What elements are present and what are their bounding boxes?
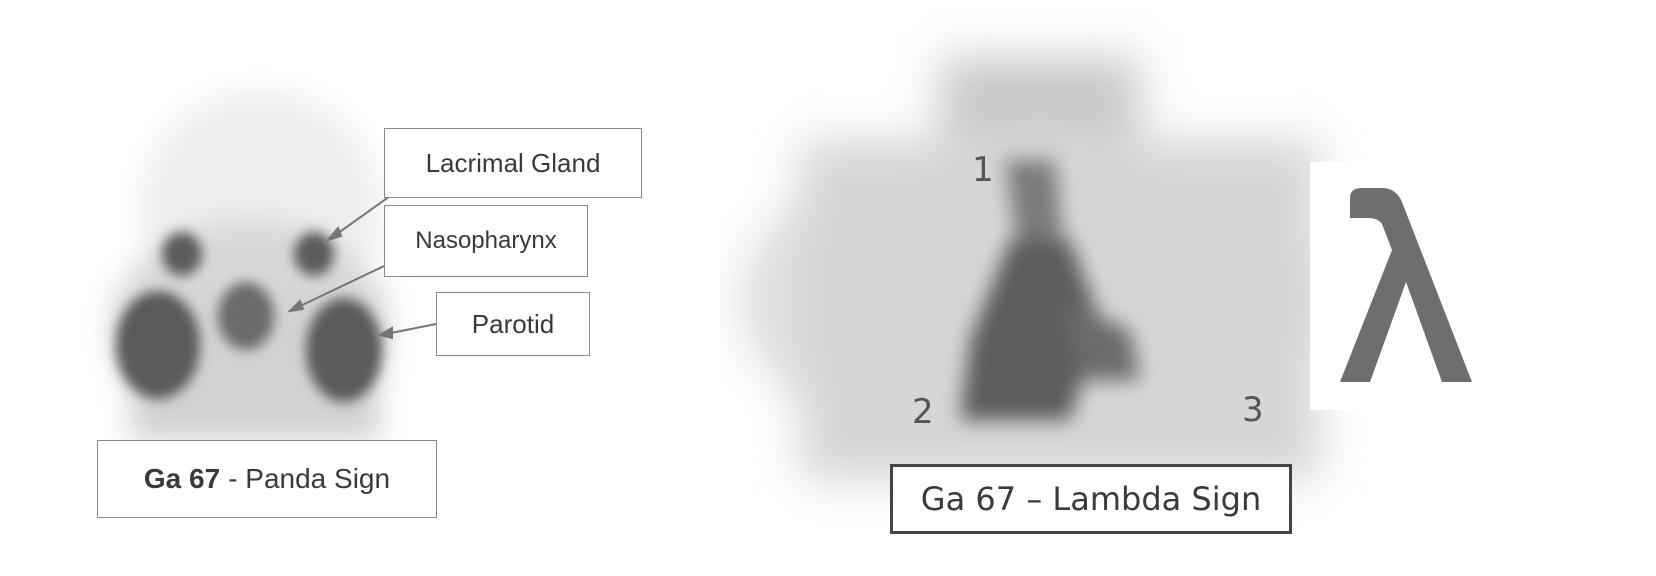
lambda-caption: Ga 67 – Lambda Sign [890, 464, 1292, 534]
panda-caption: Ga 67 - Panda Sign [97, 440, 437, 518]
label-nasopharynx: Nasopharynx [384, 205, 588, 277]
parotid-uptake-left [116, 291, 200, 399]
label-lacrimal-gland: Lacrimal Gland [384, 128, 642, 198]
pointer-arrows [287, 195, 437, 340]
nasopharynx-uptake [218, 282, 274, 350]
lambda-sign-panel: 1 2 3 Ga 67 – Lambda Sign [720, 0, 1656, 576]
panda-caption-bold: Ga 67 [143, 463, 221, 494]
lacrimal-uptake-left [162, 232, 202, 276]
lambda-scan-image [740, 58, 1340, 480]
lambda-symbol-box [1310, 162, 1490, 410]
lacrimal-uptake-right [294, 232, 334, 276]
label-parotid: Parotid [436, 292, 590, 356]
hilar-label-1: 1 [972, 150, 994, 190]
lambda-symbol-icon [1340, 188, 1472, 382]
panda-caption-text: - Panda Sign [228, 463, 391, 494]
panda-scan-image [110, 90, 437, 440]
hilar-label-3: 3 [1242, 390, 1264, 430]
hilar-label-2: 2 [912, 392, 934, 432]
chest-background [740, 58, 1340, 480]
panda-sign-panel: Lacrimal Gland Nasopharynx Parotid Ga 67… [0, 0, 720, 576]
parotid-uptake-right [306, 298, 382, 402]
lambda-uptake-pattern [960, 160, 1140, 420]
